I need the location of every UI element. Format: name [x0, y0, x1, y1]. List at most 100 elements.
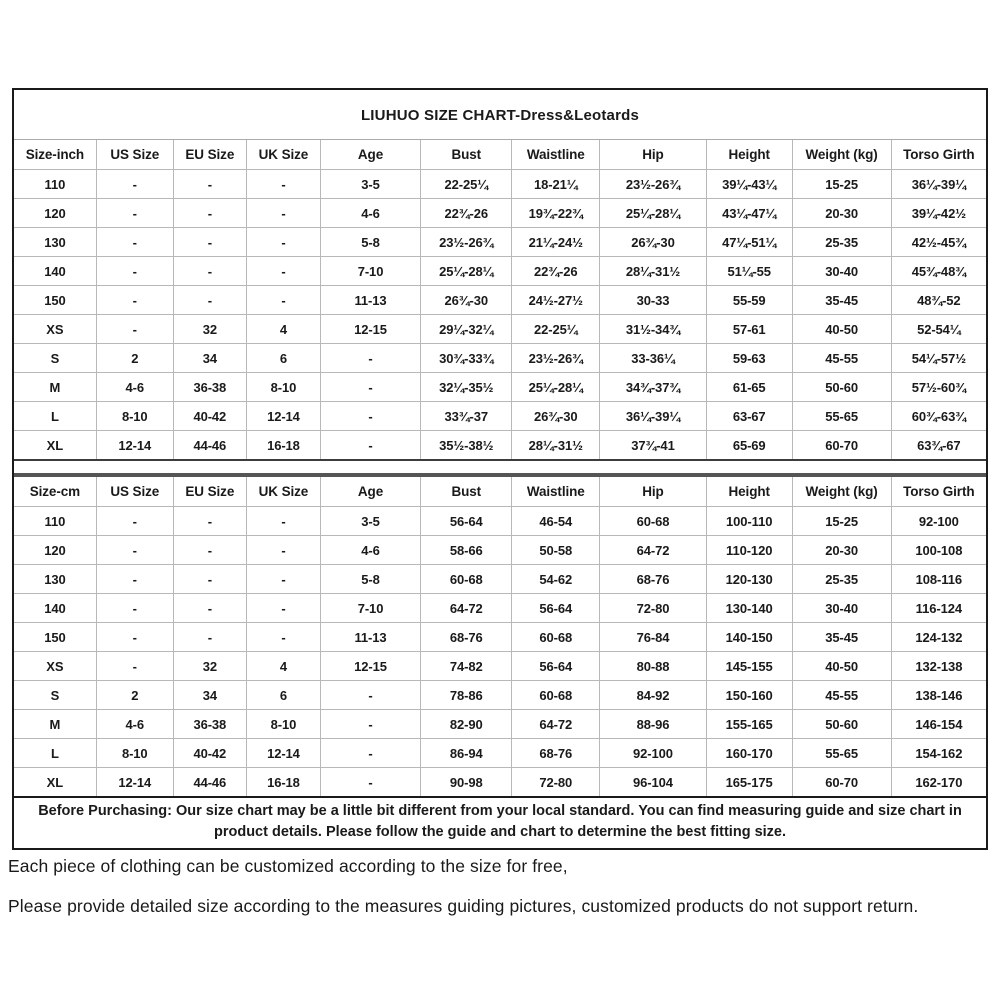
table-cell: - [172, 256, 247, 286]
table-cell: 8-10 [245, 709, 321, 739]
column-header: Waistline [511, 477, 601, 507]
table-cell: 12-15 [319, 314, 422, 344]
table-cell: 3-5 [319, 506, 422, 536]
table-cell: 12-14 [245, 401, 321, 431]
column-header: Weight (kg) [791, 140, 892, 170]
table-row: M 4-6 36-38 8-10-82-90 64-72 88-96 155-165 50-6… [14, 709, 986, 739]
table-cell: 68-76 [511, 738, 601, 768]
table-row: 150- - -11-13 68-76 60-68 76-84 140-150 35-45 12… [14, 622, 986, 652]
table-cell: 120 [14, 198, 97, 228]
table-cell: 26¾-30 [511, 401, 601, 431]
table-cell: 12-14 [95, 430, 174, 459]
table-cell: 145-155 [705, 651, 793, 681]
table-cell: 20-30 [791, 198, 892, 228]
table-cell: XS [14, 651, 97, 681]
table-cell: 64-72 [511, 709, 601, 739]
table-cell: 15-25 [791, 169, 892, 199]
size-table-cm-body: 110- - -3-5 56-64 46-54 60-68 100-110 15-25 92-1… [14, 506, 986, 796]
table-cell: 140 [14, 256, 97, 286]
size-table-inch-body: 110- - -3-5 22-25¼ 18-21¼ 23½-26¾ 39¼-43¼ 15-25… [14, 169, 986, 459]
table-cell: - [172, 227, 247, 257]
table-cell: 8-10 [95, 401, 174, 431]
table-cell: 96-104 [599, 767, 707, 796]
column-header: Height [705, 477, 793, 507]
table-cell: 50-60 [791, 709, 892, 739]
header-row: Size-inch US Size EU Size UK Size Age Bust Wai… [14, 140, 986, 170]
table-cell: 24½-27½ [511, 285, 601, 315]
table-cell: 60-70 [791, 767, 892, 796]
table-cell: - [95, 169, 174, 199]
table-cell: 154-162 [890, 738, 986, 768]
table-cell: 25¼-28¼ [599, 198, 707, 228]
table-cell: 140-150 [705, 622, 793, 652]
column-header: US Size [95, 140, 174, 170]
table-cell: 50-58 [511, 535, 601, 565]
table-cell: 40-42 [172, 738, 247, 768]
table-cell: 47¼-51¼ [705, 227, 793, 257]
table-cell: 45-55 [791, 680, 892, 710]
table-cell: 100-110 [705, 506, 793, 536]
column-header: Hip [599, 140, 707, 170]
table-cell: 4 [245, 314, 321, 344]
table-cell: 65-69 [705, 430, 793, 459]
table-row: 140- - -7-10 25¼-28¼ 22¾-26 28¼-31½ 51¼-55 30-4… [14, 256, 986, 286]
table-cell: 88-96 [599, 709, 707, 739]
table-cell: 23½-26¾ [599, 169, 707, 199]
table-cell: 55-65 [791, 738, 892, 768]
table-cell: 59-63 [705, 343, 793, 373]
table-cell: 32 [172, 651, 247, 681]
table-cell: 56-64 [420, 506, 513, 536]
table-cell: - [95, 314, 174, 344]
column-header: Hip [599, 477, 707, 507]
table-cell: 22¾-26 [511, 256, 601, 286]
column-header: Age [319, 140, 422, 170]
table-cell: - [172, 622, 247, 652]
table-cell: 34¾-37¾ [599, 372, 707, 402]
table-cell: 92-100 [890, 506, 986, 536]
table-cell: S [14, 343, 97, 373]
table-cell: 150 [14, 285, 97, 315]
table-cell: - [95, 256, 174, 286]
table-cell: 120-130 [705, 564, 793, 594]
table-cell: 108-116 [890, 564, 986, 594]
table-cell: 30-40 [791, 256, 892, 286]
table-cell: 4-6 [95, 709, 174, 739]
table-cell: 39¼-43¼ [705, 169, 793, 199]
column-header: Torso Girth [890, 140, 986, 170]
table-cell: 124-132 [890, 622, 986, 652]
column-header: Bust [420, 140, 513, 170]
table-cell: 44-46 [172, 767, 247, 796]
table-cell: 51¼-55 [705, 256, 793, 286]
table-cell: 2 [95, 680, 174, 710]
column-header: Waistline [511, 140, 601, 170]
table-cell: 33-36¼ [599, 343, 707, 373]
table-cell: 7-10 [319, 256, 422, 286]
table-cell: 37¾-41 [599, 430, 707, 459]
table-cell: 36¼-39¼ [599, 401, 707, 431]
table-cell: 56-64 [511, 651, 601, 681]
table-cell: - [95, 227, 174, 257]
table-cell: 26¾-30 [599, 227, 707, 257]
customization-note-line-1: Each piece of clothing can be customized… [8, 856, 568, 876]
table-cell: 50-60 [791, 372, 892, 402]
table-cell: - [245, 285, 321, 315]
size-table-inch: Size-inch US Size EU Size UK Size Age Bust Wai… [14, 140, 986, 459]
column-header: UK Size [245, 477, 321, 507]
table-cell: - [95, 506, 174, 536]
table-cell: - [319, 709, 422, 739]
table-cell: 48¾-52 [890, 285, 986, 315]
table-cell: 22-25¼ [511, 314, 601, 344]
header-row: Size-cm US Size EU Size UK Size Age Bust Waist… [14, 477, 986, 507]
table-cell: - [95, 564, 174, 594]
table-row: 140- - -7-10 64-72 56-64 72-80 130-140 30-40 116… [14, 593, 986, 623]
table-cell: 155-165 [705, 709, 793, 739]
table-cell: 26¾-30 [420, 285, 513, 315]
table-cell: L [14, 738, 97, 768]
table-cell: 130 [14, 227, 97, 257]
table-row: XL 12-14 44-46 16-18-90-98 72-80 96-104 165-17… [14, 767, 986, 796]
table-cell: - [172, 506, 247, 536]
table-cell: 55-59 [705, 285, 793, 315]
table-cell: - [319, 767, 422, 796]
table-row: S 2 34 6-78-86 60-68 84-92 150-160 45-55 138-146 [14, 680, 986, 710]
table-cell: 23½-26¾ [511, 343, 601, 373]
